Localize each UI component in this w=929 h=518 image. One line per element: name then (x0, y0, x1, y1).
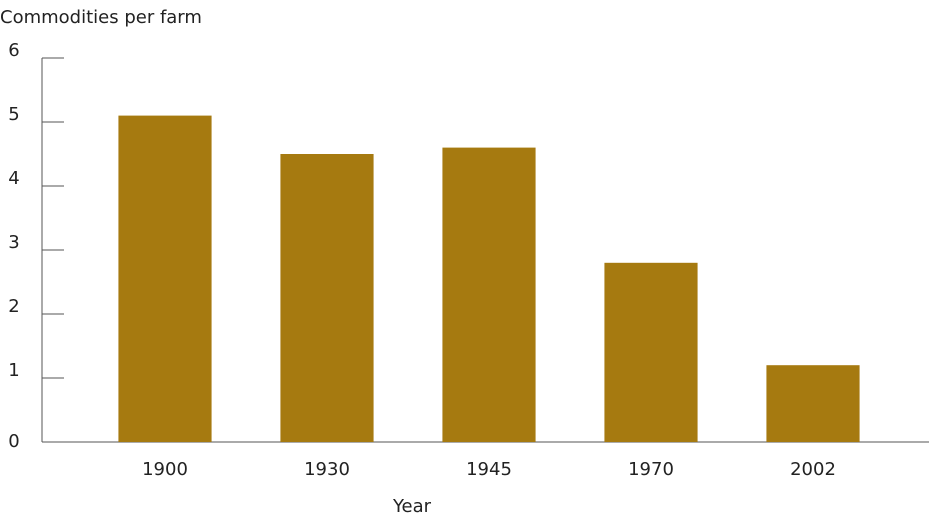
bar (766, 365, 860, 442)
bar (118, 115, 212, 442)
x-tick-label: 1900 (142, 459, 188, 480)
x-tick-label: 1970 (628, 459, 674, 480)
x-tick-label: 1945 (466, 459, 512, 480)
y-tick-label: 6 (8, 40, 19, 61)
chart-title: Commodities per farm (0, 7, 202, 28)
bar (280, 154, 374, 442)
y-tick-label: 5 (8, 104, 19, 125)
y-tick-label: 3 (8, 232, 19, 253)
x-tick-label: 2002 (790, 459, 836, 480)
bar (442, 147, 536, 442)
x-axis-label: Year (392, 496, 432, 517)
y-tick-label: 2 (8, 296, 19, 317)
bar (604, 262, 698, 442)
y-tick-label: 4 (8, 168, 19, 189)
y-tick-label: 1 (8, 360, 19, 381)
x-tick-label: 1930 (304, 459, 350, 480)
y-tick-label: 0 (8, 431, 19, 452)
